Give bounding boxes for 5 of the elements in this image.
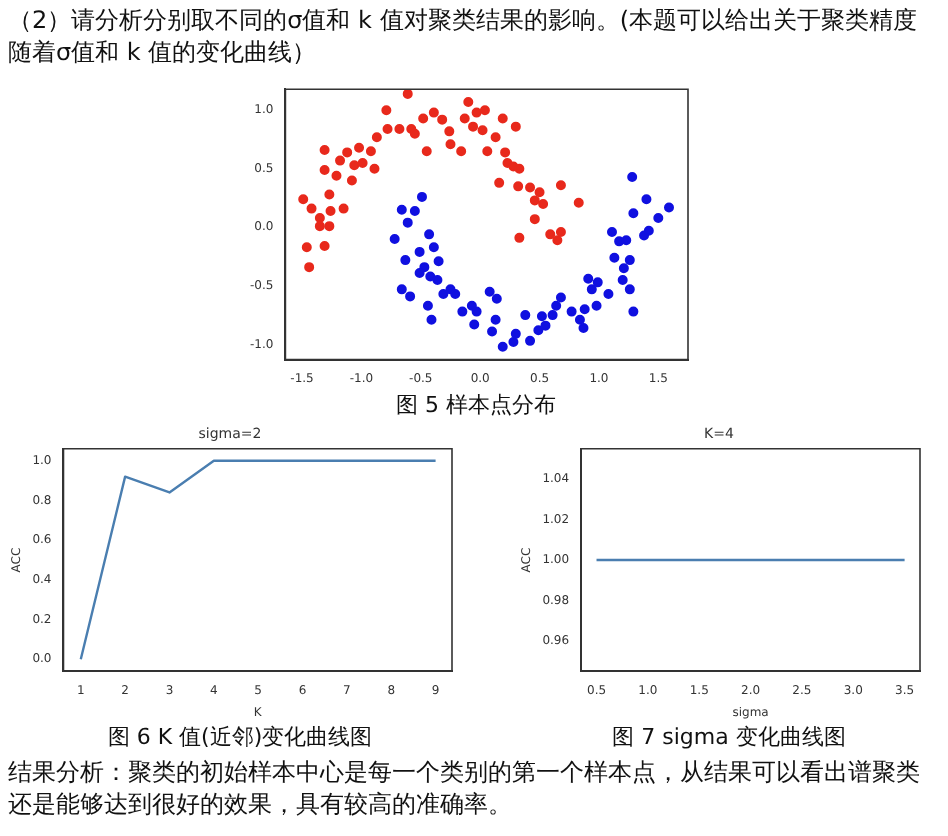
caption: 图 7 sigma 变化曲线图 <box>610 724 848 754</box>
caption: 图 6 K 值(近邻)变化曲线图 <box>105 724 375 754</box>
text: （2）请分析分别取不同的σ值和 k 值对聚类结果的影响。(本题可以给出关于聚类精度随着σ值和 k 值的变化曲线） <box>8 4 919 69</box>
caption: 图 5 样本点分布 <box>394 392 558 422</box>
text: 结果分析：聚类的初始样本中心是每一个类别的第一个样本点，从结果可以看出谱聚类还是能够达到很好的效果，具有较高的准确率。 <box>8 756 922 821</box>
